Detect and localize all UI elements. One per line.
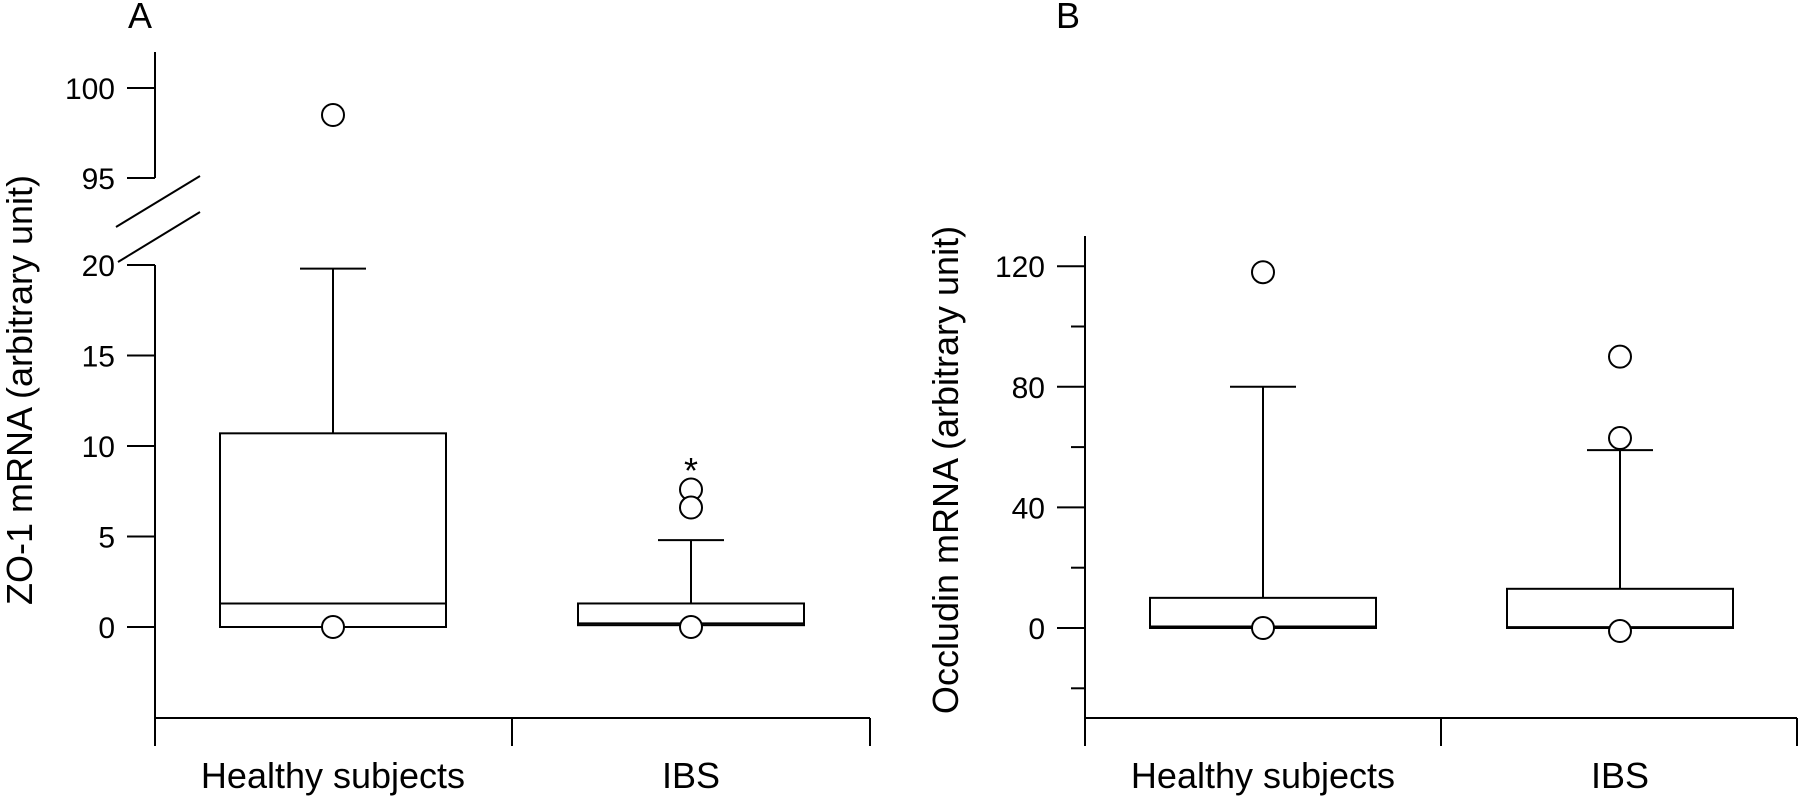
y-tick-label-a: 15: [82, 341, 115, 374]
y-tick-label-a: 5: [98, 522, 115, 555]
x-category-label-a: Healthy subjects: [201, 755, 465, 796]
outlier-point-b: [1608, 344, 1632, 369]
y-axis-label-a: ZO-1 mRNA (arbitrary unit): [0, 175, 40, 605]
y-tick-label-a: 100: [65, 73, 115, 106]
y-axis-label-b: Occludin mRNA (arbitrary unit): [925, 226, 966, 714]
outlier-point-b: [1251, 260, 1275, 285]
y-tick-label-b: 0: [1028, 613, 1045, 646]
x-category-label-b: IBS: [1591, 755, 1649, 796]
panel-label-b: B: [1056, 0, 1080, 36]
outlier-point-a: [679, 495, 703, 520]
y-tick-label-a: 10: [82, 431, 115, 464]
outlier-point-b: [1608, 426, 1632, 451]
axis-break-mark: [115, 175, 201, 228]
y-tick-label-b: 40: [1012, 492, 1045, 525]
box-a: [219, 432, 447, 628]
outlier-point-b: [1251, 616, 1275, 640]
panel-label-a: A: [128, 0, 152, 36]
y-tick-label-b: 80: [1012, 372, 1045, 405]
y-tick-label-a: 0: [98, 612, 115, 645]
outlier-point-a: [321, 103, 345, 127]
y-tick-label-a: 20: [82, 250, 115, 283]
x-category-label-a: IBS: [662, 755, 720, 796]
significance-marker: *: [684, 450, 698, 491]
y-tick-label-a: 95: [82, 163, 115, 196]
outlier-point-b: [1608, 619, 1632, 644]
axis-break-mark: [117, 211, 201, 263]
outlier-point-a: [321, 615, 345, 639]
outlier-point-a: [679, 615, 703, 639]
x-category-label-b: Healthy subjects: [1131, 755, 1395, 796]
y-tick-label-b: 120: [995, 251, 1045, 284]
